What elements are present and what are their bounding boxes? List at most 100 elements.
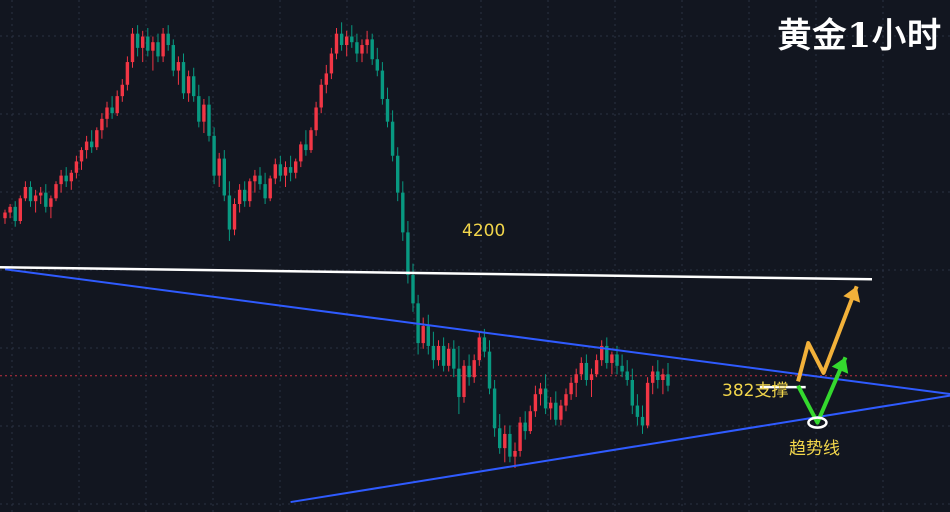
- candle-body: [125, 62, 130, 85]
- candle-body: [28, 186, 33, 202]
- candle-body: [579, 362, 583, 375]
- candle-body: [584, 362, 589, 380]
- candle-body: [661, 374, 665, 380]
- candle-body: [283, 167, 288, 176]
- candle-body: [549, 402, 553, 409]
- candle-body: [273, 164, 277, 179]
- candle-body: [498, 428, 502, 449]
- trendline-touch-marker: [807, 416, 828, 429]
- candle-body: [207, 104, 211, 136]
- candle-body: [105, 107, 109, 119]
- candle-body: [171, 45, 175, 71]
- candle-body: [314, 107, 318, 131]
- candle-body: [258, 175, 262, 185]
- candle-body: [441, 345, 446, 366]
- candle-body: [212, 135, 216, 176]
- support-label: 382支撑: [722, 381, 789, 401]
- candle-body: [166, 33, 170, 46]
- projection-arrows: [796, 285, 861, 425]
- candle-body: [202, 104, 206, 122]
- resistance-line-4200: [0, 266, 873, 281]
- candle-body: [181, 62, 186, 94]
- candle-body: [452, 348, 456, 369]
- candle-body: [600, 345, 604, 361]
- candle-body: [543, 388, 548, 409]
- candle-body: [13, 206, 17, 222]
- trendline-label: 趋势线: [789, 439, 840, 459]
- candle-body: [554, 402, 558, 420]
- candle-body: [477, 337, 481, 361]
- candlesticks: [3, 22, 670, 468]
- candle-body: [396, 155, 400, 193]
- candle-body: [426, 326, 430, 346]
- candle-body: [594, 360, 599, 375]
- candle-body: [288, 167, 293, 173]
- candle-body: [457, 368, 461, 398]
- candle-body: [146, 36, 150, 51]
- candle-body: [385, 98, 390, 122]
- candle-body: [74, 161, 79, 173]
- candle-body: [100, 118, 104, 131]
- green-rebound-arrow-head: [831, 357, 849, 374]
- candle-body: [120, 84, 124, 97]
- candle-body: [640, 416, 645, 426]
- candle-body: [518, 422, 522, 451]
- candle-body: [176, 62, 181, 71]
- candle-body: [401, 192, 405, 233]
- candle-body: [523, 422, 527, 432]
- candle-body: [564, 394, 568, 406]
- chart-title: 黄金1小时: [777, 16, 942, 56]
- candle-body: [49, 198, 53, 207]
- candle-body: [559, 405, 563, 420]
- candle-body: [69, 172, 73, 182]
- candle-body: [79, 150, 84, 162]
- resistance-label: 4200: [462, 221, 506, 241]
- candle-body: [294, 161, 298, 173]
- orange-up-arrow-head: [843, 286, 861, 303]
- candle-body: [232, 204, 237, 230]
- candle-body: [334, 33, 339, 54]
- candle-body: [339, 33, 344, 46]
- candle-body: [538, 388, 543, 395]
- candle-body: [630, 380, 634, 406]
- candle-body: [156, 42, 160, 57]
- candle-body: [589, 374, 594, 380]
- candle-body: [253, 175, 257, 182]
- candle-body: [130, 33, 135, 63]
- candle-body: [54, 184, 58, 199]
- candle-body: [299, 144, 303, 162]
- candle-body: [186, 76, 191, 94]
- candle-body: [645, 382, 650, 426]
- candle-body: [350, 36, 354, 43]
- candle-body: [492, 388, 497, 429]
- candle-body: [263, 184, 267, 199]
- candle-body: [615, 354, 619, 366]
- candle-body: [324, 73, 328, 85]
- candle-body: [508, 433, 512, 457]
- candle-body: [411, 274, 415, 304]
- candle-body: [462, 365, 466, 398]
- green-rebound-arrow: [796, 356, 848, 425]
- candle-body: [436, 345, 441, 361]
- candle-body: [503, 433, 507, 449]
- candle-body: [248, 181, 252, 202]
- orange-up-arrow: [796, 285, 859, 382]
- candle-body: [115, 96, 119, 114]
- candle-body: [472, 360, 476, 378]
- candle-body: [8, 206, 12, 213]
- candle-body: [528, 411, 532, 432]
- candle-body: [656, 371, 660, 380]
- candle-body: [380, 70, 385, 99]
- candle-body: [605, 345, 609, 363]
- candle-body: [84, 141, 89, 151]
- candle-body: [355, 42, 359, 54]
- candle-body: [192, 76, 196, 97]
- candle-body: [268, 178, 272, 199]
- candle-body: [95, 130, 99, 148]
- candle-body: [651, 371, 655, 383]
- candle-body: [569, 382, 573, 395]
- candle-body: [329, 53, 334, 74]
- candle-body: [620, 365, 624, 372]
